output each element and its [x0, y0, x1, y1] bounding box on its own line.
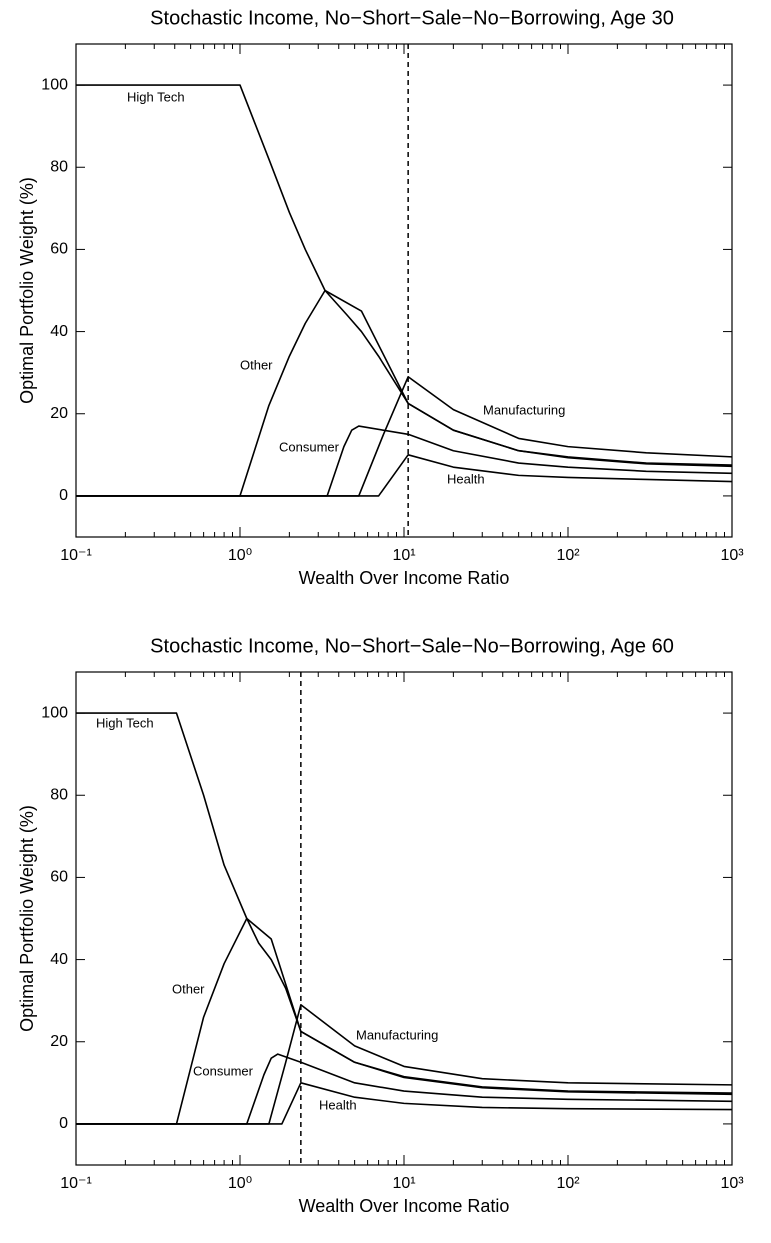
y-tick-label: 0	[59, 1115, 68, 1132]
series-line	[76, 917, 733, 1125]
y-tick-label: 40	[50, 951, 68, 968]
y-tick-label: 20	[50, 1033, 68, 1050]
series-label: High Tech	[96, 715, 154, 730]
x-tick-label: 10⁰	[228, 1175, 252, 1192]
chart-title: Stochastic Income, No−Short−Sale−No−Borr…	[150, 7, 674, 29]
y-tick-label: 20	[50, 405, 68, 422]
series-line	[76, 84, 733, 466]
x-tick-label: 10⁻¹	[60, 547, 92, 564]
y-tick-label: 0	[59, 487, 68, 504]
x-tick-label: 10²	[556, 1175, 580, 1192]
series-label: Manufacturing	[483, 402, 565, 417]
x-axis-label: Wealth Over Income Ratio	[299, 568, 510, 588]
series-line	[76, 1003, 733, 1125]
x-tick-label: 10³	[720, 547, 744, 564]
y-tick-label: 100	[41, 704, 68, 721]
series-label: Consumer	[193, 1063, 254, 1078]
chart-title: Stochastic Income, No−Short−Sale−No−Borr…	[150, 635, 674, 657]
plot-frame	[75, 43, 733, 538]
y-axis-label: Optimal Portfolio Weight (%)	[17, 177, 37, 404]
y-tick-label: 80	[50, 158, 68, 175]
series-line	[76, 454, 733, 497]
series-line	[76, 1053, 733, 1125]
y-axis-label: Optimal Portfolio Weight (%)	[17, 805, 37, 1032]
x-tick-label: 10⁰	[228, 547, 252, 564]
series-label: Other	[172, 981, 205, 996]
y-tick-label: 60	[50, 241, 68, 258]
x-axis-label: Wealth Over Income Ratio	[299, 1196, 510, 1216]
y-tick-label: 80	[50, 786, 68, 803]
series-line	[76, 1082, 733, 1125]
x-tick-label: 10¹	[392, 547, 415, 564]
series-label: Manufacturing	[356, 1027, 438, 1042]
plot-frame	[75, 671, 733, 1166]
series-line	[76, 425, 733, 497]
series-line	[76, 375, 733, 497]
series-line	[76, 289, 733, 497]
series-label: High Tech	[127, 89, 185, 104]
x-tick-label: 10²	[556, 547, 580, 564]
series-line	[76, 712, 733, 1094]
y-tick-label: 60	[50, 869, 68, 886]
x-tick-label: 10¹	[392, 1175, 415, 1192]
y-tick-label: 40	[50, 323, 68, 340]
x-tick-label: 10³	[720, 1175, 744, 1192]
x-tick-label: 10⁻¹	[60, 1175, 92, 1192]
series-label: Consumer	[279, 439, 340, 454]
y-tick-label: 100	[41, 76, 68, 93]
series-label: Health	[319, 1097, 357, 1112]
series-label: Health	[447, 471, 485, 486]
series-label: Other	[240, 357, 273, 372]
